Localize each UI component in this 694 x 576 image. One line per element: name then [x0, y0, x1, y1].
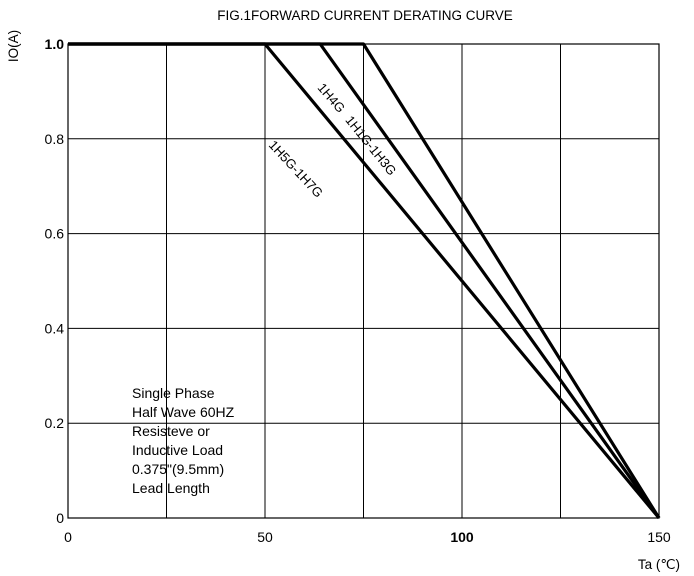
note-line-2: Resisteve or — [132, 423, 210, 439]
tick-labels: 0 50 100 150 0 0.2 0.4 0.6 0.8 1.0 — [45, 36, 671, 545]
y-tick-label-1: 0.2 — [45, 415, 65, 431]
y-axis-label: IO(A) — [6, 30, 21, 62]
note-line-5: Lead Length — [132, 480, 210, 496]
x-tick-label-2: 100 — [450, 529, 474, 545]
chart-title: FIG.1FORWARD CURRENT DERATING CURVE — [217, 8, 513, 23]
x-tick-label-0: 0 — [64, 529, 72, 545]
series-line-2 — [68, 42, 661, 519]
y-tick-label-5: 1.0 — [45, 36, 65, 52]
series-lines — [68, 42, 661, 520]
x-tick-label-3: 150 — [647, 529, 671, 545]
x-tick-label-1: 50 — [257, 529, 273, 545]
note-line-4: 0.375"(9.5mm) — [132, 461, 224, 477]
note-line-3: Inductive Load — [132, 442, 223, 458]
x-axis-label: Ta (℃) — [638, 557, 680, 572]
y-tick-label-0: 0 — [56, 510, 64, 526]
y-tick-label-2: 0.4 — [45, 320, 65, 336]
note-line-0: Single Phase — [132, 385, 215, 401]
y-tick-label-4: 0.8 — [45, 131, 65, 147]
series-label-0: 1H5G-1H7G — [266, 137, 326, 200]
y-tick-label-3: 0.6 — [45, 226, 65, 242]
note-line-1: Half Wave 60HZ — [132, 404, 235, 420]
conditions-note: Single Phase Half Wave 60HZ Resisteve or In… — [132, 385, 235, 496]
